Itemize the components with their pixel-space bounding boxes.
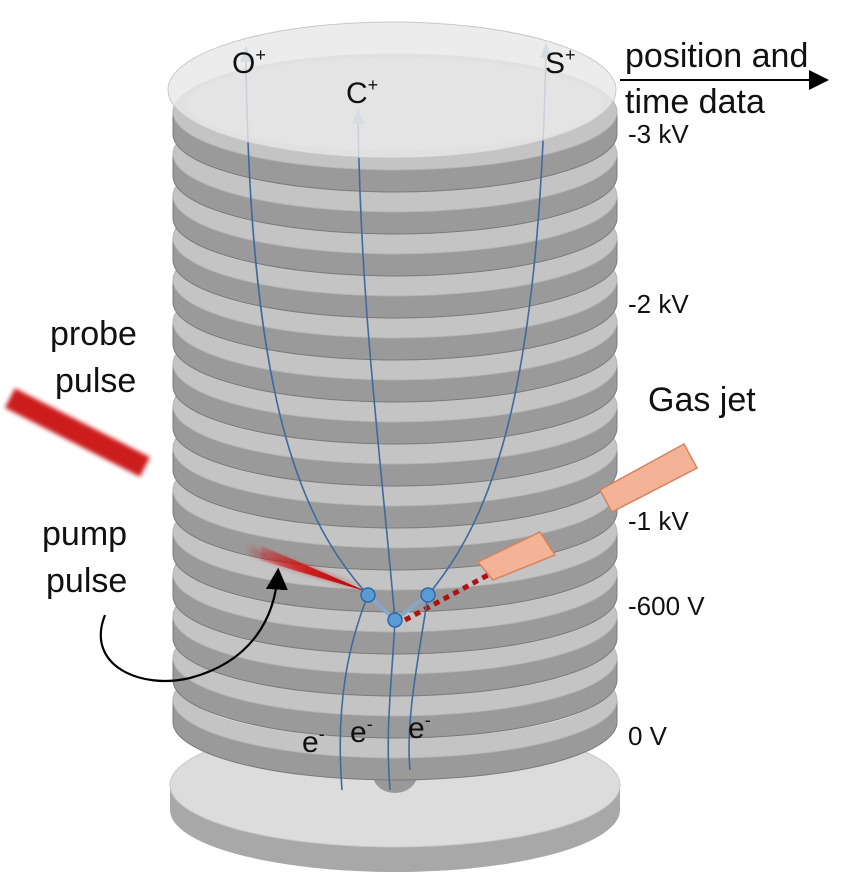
electron-trajectory-1 [339,594,369,791]
electron-label-3: e- [408,710,431,745]
o-ion-trajectory [245,59,369,596]
electron-label-2: e- [350,714,373,749]
pump-pulse-core [260,546,368,592]
gas-jet-label: Gas jet [648,381,756,419]
probe-label-line2: pulse [55,362,136,400]
position-label-line1: position and [625,37,808,75]
s-atom [420,587,436,603]
voltage-label-2kv: -2 kV [628,289,689,319]
voltage-label-600v: -600 V [628,591,705,621]
molecule [360,587,436,628]
o-atom [360,587,376,603]
ion-label-s: S+ [545,45,576,80]
electrode-plates [172,53,618,781]
electron-label-1: e- [302,724,325,759]
ion-trajectories [245,44,547,621]
gas-jet-nozzle-lower [476,531,557,581]
ion-label-o: O+ [232,45,266,80]
electron-trajectories [339,594,429,791]
voltage-label-1kv: -1 kV [628,506,689,536]
s-ion-trajectory [427,44,547,596]
c-atom [387,612,403,628]
position-sensitive-detector [167,21,617,159]
position-label-line2: time data [625,83,765,121]
probe-pulse-beam [4,388,151,477]
probe-label-line1: probe [50,315,137,353]
gas-jet-beam [403,572,490,623]
gas-jet-nozzle-upper [598,442,699,514]
pump-label-line1: pump [42,515,127,553]
electron-trajectory-3 [408,594,429,771]
voltage-label-3kv: -3 kV [628,119,689,149]
pump-arrow [99,567,288,683]
pump-label-line2: pulse [46,562,127,600]
c-ion-trajectory [357,111,396,621]
electron-trajectory-2 [387,619,396,791]
voltage-label-0v: 0 V [628,721,668,751]
ion-label-c: C+ [346,75,378,110]
